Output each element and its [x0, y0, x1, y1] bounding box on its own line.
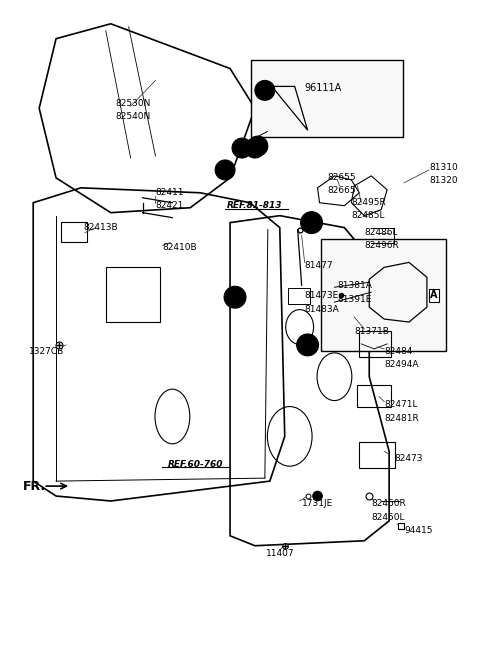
Text: REF.60-760: REF.60-760: [168, 460, 223, 468]
Text: 82481R: 82481R: [384, 414, 419, 423]
Text: 82530N: 82530N: [116, 99, 151, 108]
Circle shape: [255, 80, 275, 101]
Text: 81320: 81320: [429, 176, 457, 185]
Text: 96111A: 96111A: [305, 83, 342, 93]
FancyBboxPatch shape: [251, 60, 403, 137]
Text: 82485L: 82485L: [351, 211, 385, 220]
FancyBboxPatch shape: [321, 238, 446, 351]
Text: A: A: [231, 292, 239, 302]
Text: 81381A: 81381A: [337, 281, 372, 290]
Text: 81391E: 81391E: [337, 295, 372, 304]
Text: 81473E: 81473E: [305, 290, 339, 300]
Text: 11407: 11407: [265, 549, 294, 558]
Text: 82486L: 82486L: [364, 228, 398, 237]
Text: 82495R: 82495R: [351, 198, 386, 207]
Text: a: a: [239, 143, 245, 152]
Text: FR.: FR.: [23, 480, 47, 493]
Text: 82471L: 82471L: [384, 400, 418, 409]
Text: 82655: 82655: [327, 173, 356, 183]
Text: 1327CB: 1327CB: [29, 348, 64, 356]
Text: 82450L: 82450L: [371, 513, 405, 522]
Text: a: a: [222, 166, 228, 174]
Text: 81483A: 81483A: [305, 305, 339, 313]
Text: 81310: 81310: [429, 164, 457, 172]
Text: 82413B: 82413B: [83, 223, 118, 232]
Text: 82665: 82665: [327, 187, 356, 195]
Text: 82460R: 82460R: [371, 499, 406, 509]
Text: a: a: [255, 141, 261, 150]
Circle shape: [248, 136, 268, 156]
Text: 82484: 82484: [384, 348, 412, 356]
Circle shape: [297, 334, 319, 356]
Text: 82411: 82411: [156, 189, 184, 197]
Circle shape: [245, 138, 265, 158]
Text: 82496R: 82496R: [364, 241, 399, 250]
Text: 82473: 82473: [394, 454, 422, 463]
Text: 94415: 94415: [404, 526, 432, 535]
Text: 82421: 82421: [156, 201, 184, 210]
Text: REF.81-813: REF.81-813: [227, 201, 283, 210]
Text: a: a: [252, 143, 258, 152]
Text: 82540N: 82540N: [116, 112, 151, 121]
Circle shape: [232, 138, 252, 158]
Circle shape: [215, 160, 235, 180]
Text: a: a: [262, 86, 268, 95]
Text: B: B: [308, 218, 315, 227]
Text: 81477: 81477: [305, 261, 333, 270]
Circle shape: [312, 491, 323, 501]
Circle shape: [224, 286, 246, 308]
Text: 1731JE: 1731JE: [301, 499, 333, 509]
Text: B: B: [304, 340, 311, 350]
Text: 82494A: 82494A: [384, 360, 419, 369]
Text: A: A: [430, 290, 438, 300]
Circle shape: [300, 212, 323, 233]
Text: 82410B: 82410B: [162, 243, 197, 252]
Text: 81371B: 81371B: [354, 327, 389, 336]
